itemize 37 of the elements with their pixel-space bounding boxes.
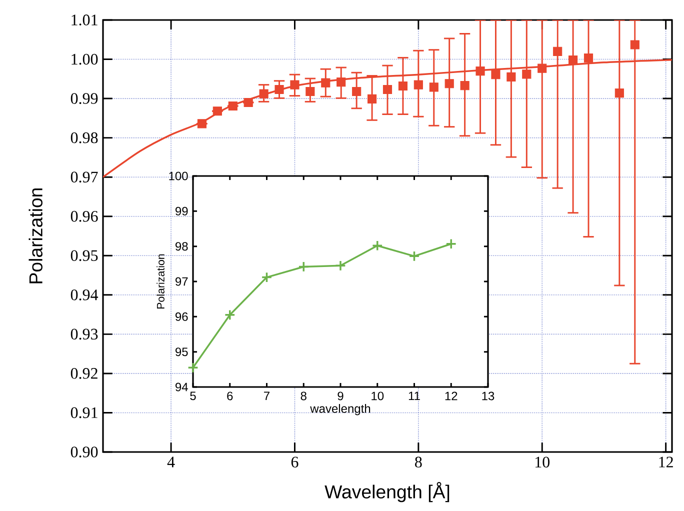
y-tick-label: 0.93	[70, 328, 98, 340]
x-tick-label: 12	[445, 392, 458, 400]
y-tick-label: 0.90	[70, 446, 98, 458]
x-axis-title: wavelength	[310, 404, 370, 416]
y-tick-label: 100	[169, 172, 188, 180]
x-tick-label: 9	[338, 392, 344, 400]
x-tick-label: 6	[291, 456, 298, 468]
x-tick-label: 10	[536, 456, 550, 468]
y-tick-label: 99	[176, 206, 188, 216]
x-tick-label: 8	[415, 456, 422, 468]
x-tick-label: 7	[264, 392, 270, 400]
x-tick-label: 12	[659, 456, 673, 468]
y-tick-label: 0.95	[70, 250, 98, 262]
y-tick-label: 0.94	[70, 289, 98, 300]
y-axis-title: Polarization	[156, 254, 164, 308]
x-axis-title: Wavelength [Å]	[324, 482, 450, 502]
x-tick-label: 11	[408, 392, 420, 400]
y-tick-label: 0.92	[70, 368, 98, 379]
x-tick-label: 6	[227, 392, 233, 400]
y-tick-label: 0.96	[70, 210, 98, 222]
x-tick-label: 4	[167, 456, 175, 468]
y-tick-label: 96	[176, 312, 188, 321]
y-axis-title: Polarization	[28, 188, 42, 284]
y-tick-label: 1.01	[72, 14, 98, 26]
x-tick-label: 10	[372, 392, 384, 400]
x-tick-label: 5	[190, 392, 196, 400]
x-tick-label: 13	[482, 392, 494, 400]
y-tick-label: 0.99	[70, 93, 98, 104]
y-tick-label: 97	[176, 277, 188, 286]
y-tick-label: 0.91	[70, 407, 98, 418]
y-tick-label: 95	[176, 348, 188, 356]
y-tick-label: 98	[176, 242, 188, 251]
y-tick-label: 0.98	[70, 132, 98, 144]
y-tick-label: 1.00	[72, 54, 98, 65]
x-tick-label: 8	[300, 392, 306, 400]
y-tick-label: 0.97	[70, 172, 98, 183]
y-tick-label: 94	[176, 382, 188, 392]
